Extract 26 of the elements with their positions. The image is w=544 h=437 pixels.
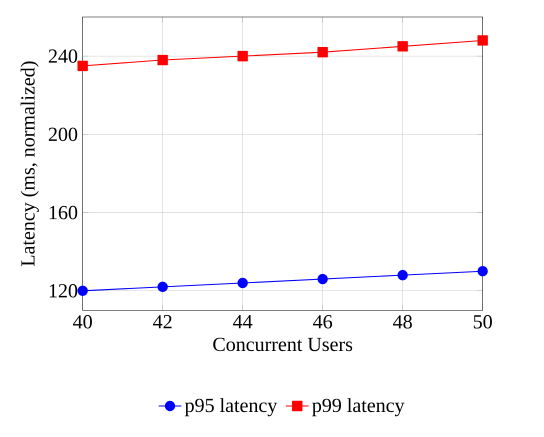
point [157,282,168,292]
legend-label: p95 latency [184,398,278,416]
point [77,60,88,72]
point [477,35,488,46]
x-tick-label: 42 [153,315,172,328]
point [317,47,328,58]
point [237,50,248,62]
x-tick-label: 48 [393,315,412,329]
legend-label: p99 latency [312,398,404,416]
x-tick-label: 46 [313,315,332,328]
point [157,54,168,66]
y-tick-label: 160 [50,206,78,220]
point [237,278,248,288]
point [317,274,328,284]
point [397,41,408,52]
x-tick-label: 40 [73,315,92,329]
point [477,266,488,276]
y-tick-label: 200 [48,128,78,142]
y-tick-label: 120 [50,284,78,298]
x-axis-title: Concurrent Users [213,338,352,352]
point [397,270,408,280]
y-axis-title: Latency (ms, normalized) [20,62,39,266]
x-tick-label: 44 [233,315,252,328]
y-tick-label: 240 [48,49,78,63]
point [77,286,88,296]
x-tick-label: 50 [474,315,492,329]
